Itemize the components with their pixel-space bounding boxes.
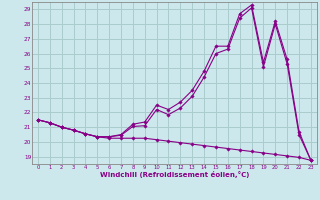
X-axis label: Windchill (Refroidissement éolien,°C): Windchill (Refroidissement éolien,°C) — [100, 171, 249, 178]
